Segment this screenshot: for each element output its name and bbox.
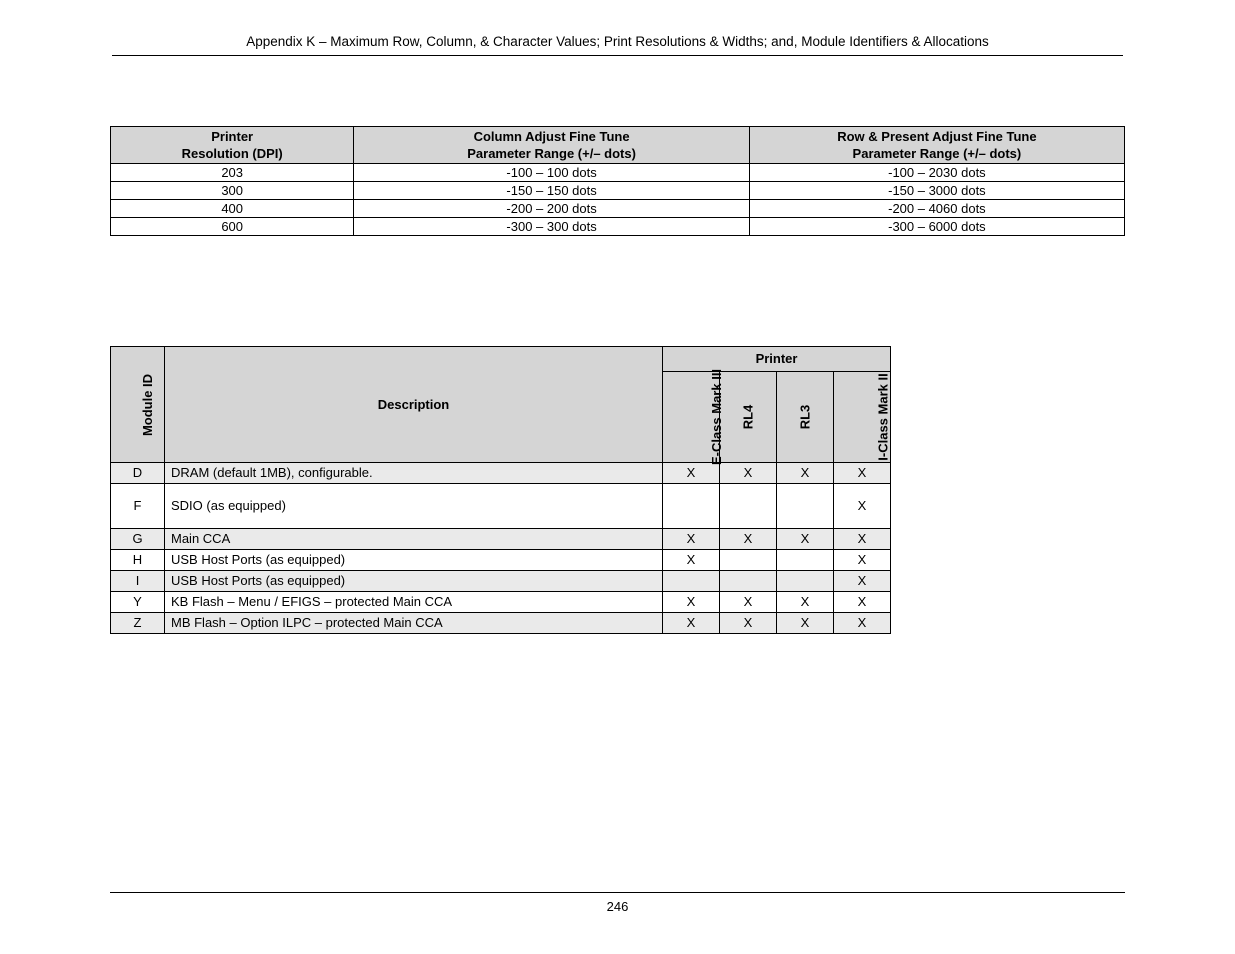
support-mark-cell: X (663, 613, 720, 634)
page-title: Appendix K – Maximum Row, Column, & Char… (246, 34, 989, 49)
description-cell: SDIO (as equipped) (165, 484, 663, 529)
table-row: HUSB Host Ports (as equipped)XX (111, 550, 891, 571)
support-mark-cell: X (777, 463, 834, 484)
header-line: Resolution (DPI) (182, 146, 283, 161)
support-mark-cell (720, 571, 777, 592)
column-header-column-adjust: Column Adjust Fine Tune Parameter Range … (354, 127, 749, 164)
module-table-wrap: Module ID Description Printer E-Class Ma… (110, 346, 890, 634)
table-cell: -200 – 4060 dots (749, 200, 1124, 218)
module-id-cell: Z (111, 613, 165, 634)
table-cell: -100 – 100 dots (354, 164, 749, 182)
support-mark-cell: X (834, 484, 891, 529)
column-header-printer-resolution: Printer Resolution (DPI) (111, 127, 354, 164)
table-row: YKB Flash – Menu / EFIGS – protected Mai… (111, 592, 891, 613)
page-number: 246 (607, 899, 629, 914)
support-mark-cell: X (777, 592, 834, 613)
support-mark-cell: X (720, 529, 777, 550)
support-mark-cell: X (834, 571, 891, 592)
support-mark-cell: X (834, 463, 891, 484)
table-row: FSDIO (as equipped) X (111, 484, 891, 529)
header-text-vertical: E-Class Mark III (707, 369, 727, 465)
column-header-printer: RL3 (777, 372, 834, 463)
resolution-parameter-table: Printer Resolution (DPI) Column Adjust F… (110, 126, 1125, 236)
header-line: Column Adjust Fine Tune (474, 129, 630, 144)
table-cell: -150 – 3000 dots (749, 182, 1124, 200)
header-text-vertical: Module ID (138, 373, 158, 435)
support-mark-cell: X (720, 463, 777, 484)
table-cell: 300 (111, 182, 354, 200)
module-id-cell: G (111, 529, 165, 550)
spacer (110, 236, 1125, 346)
support-mark-cell: X (663, 529, 720, 550)
support-mark-cell (777, 550, 834, 571)
support-mark-cell (663, 571, 720, 592)
support-mark-cell: X (834, 613, 891, 634)
module-identifier-table: Module ID Description Printer E-Class Ma… (110, 346, 891, 634)
description-cell: DRAM (default 1MB), configurable. (165, 463, 663, 484)
header-line: Row & Present Adjust Fine Tune (837, 129, 1036, 144)
table-row: ZMB Flash – Option ILPC – protected Main… (111, 613, 891, 634)
column-header-printer: RL4 (720, 372, 777, 463)
page-footer: 246 (110, 892, 1125, 914)
support-mark-cell: X (834, 592, 891, 613)
table-row: 203-100 – 100 dots-100 – 2030 dots (111, 164, 1125, 182)
support-mark-cell: X (720, 592, 777, 613)
description-cell: Main CCA (165, 529, 663, 550)
module-id-cell: F (111, 484, 165, 529)
module-id-cell: H (111, 550, 165, 571)
header-line: Printer (211, 129, 253, 144)
support-mark-cell: X (663, 463, 720, 484)
table-row: 600-300 – 300 dots-300 – 6000 dots (111, 218, 1125, 236)
support-mark-cell (720, 484, 777, 529)
table-header-row: Module ID Description Printer (111, 347, 891, 372)
header-text-vertical: I-Class Mark II (874, 373, 894, 460)
table-cell: -100 – 2030 dots (749, 164, 1124, 182)
table-row: 400-200 – 200 dots-200 – 4060 dots (111, 200, 1125, 218)
header-text-vertical: RL3 (795, 405, 815, 430)
description-cell: MB Flash – Option ILPC – protected Main … (165, 613, 663, 634)
header-text-vertical: RL4 (738, 405, 758, 430)
support-mark-cell (777, 571, 834, 592)
table-cell: 600 (111, 218, 354, 236)
support-mark-cell: X (663, 592, 720, 613)
table-row: DDRAM (default 1MB), configurable.XXXX (111, 463, 891, 484)
table-row: 300-150 – 150 dots-150 – 3000 dots (111, 182, 1125, 200)
support-mark-cell: X (777, 613, 834, 634)
table-cell: 400 (111, 200, 354, 218)
column-header-printer: I-Class Mark II (834, 372, 891, 463)
header-text: Description (378, 397, 450, 412)
page-header: Appendix K – Maximum Row, Column, & Char… (112, 34, 1123, 56)
support-mark-cell (720, 550, 777, 571)
table-cell: -300 – 6000 dots (749, 218, 1124, 236)
column-header-module-id: Module ID (111, 347, 165, 463)
header-line: Parameter Range (+/– dots) (467, 146, 636, 161)
support-mark-cell: X (777, 529, 834, 550)
header-text: Printer (756, 351, 798, 366)
column-header-description: Description (165, 347, 663, 463)
module-id-cell: Y (111, 592, 165, 613)
table-cell: -200 – 200 dots (354, 200, 749, 218)
support-mark-cell (777, 484, 834, 529)
support-mark-cell: X (720, 613, 777, 634)
table-row: GMain CCAXXXX (111, 529, 891, 550)
support-mark-cell: X (663, 550, 720, 571)
module-id-cell: D (111, 463, 165, 484)
description-cell: USB Host Ports (as equipped) (165, 550, 663, 571)
module-id-cell: I (111, 571, 165, 592)
page: Appendix K – Maximum Row, Column, & Char… (0, 0, 1235, 954)
support-mark-cell: X (834, 529, 891, 550)
description-cell: USB Host Ports (as equipped) (165, 571, 663, 592)
support-mark-cell (663, 484, 720, 529)
table-cell: -150 – 150 dots (354, 182, 749, 200)
table-cell: 203 (111, 164, 354, 182)
table-header-row: Printer Resolution (DPI) Column Adjust F… (111, 127, 1125, 164)
column-header-row-present-adjust: Row & Present Adjust Fine Tune Parameter… (749, 127, 1124, 164)
column-header-printer-group: Printer (663, 347, 891, 372)
table-cell: -300 – 300 dots (354, 218, 749, 236)
support-mark-cell: X (834, 550, 891, 571)
table-row: IUSB Host Ports (as equipped) X (111, 571, 891, 592)
column-header-printer: E-Class Mark III (663, 372, 720, 463)
header-line: Parameter Range (+/– dots) (853, 146, 1022, 161)
description-cell: KB Flash – Menu / EFIGS – protected Main… (165, 592, 663, 613)
